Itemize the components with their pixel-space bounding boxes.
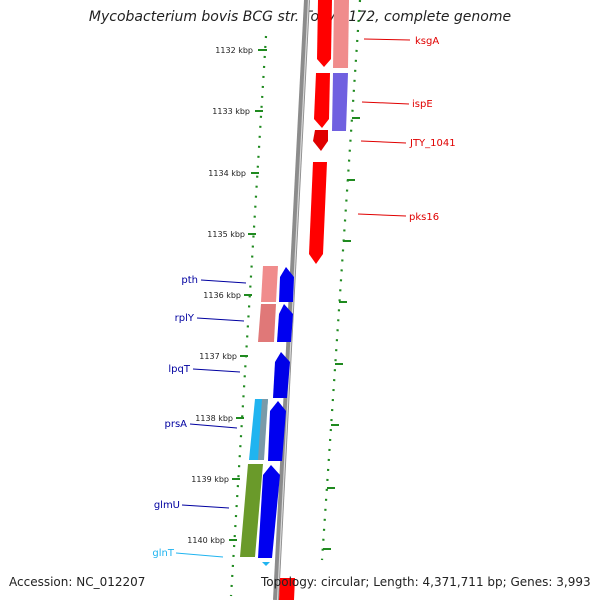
glnT-connector bbox=[175, 552, 224, 558]
gene-label-glnT[interactable]: glnT bbox=[152, 548, 174, 559]
gene-prsA-feature bbox=[258, 399, 268, 460]
gene-label-glmU[interactable]: glmU bbox=[154, 500, 180, 511]
prsA-connector bbox=[189, 423, 238, 429]
gene-label-pth[interactable]: pth bbox=[181, 275, 198, 286]
gene-glnT[interactable] bbox=[262, 562, 270, 566]
gene-lpqT[interactable] bbox=[273, 352, 290, 398]
gene-label-prsA[interactable]: prsA bbox=[164, 419, 187, 430]
scale-label: 1135 kbp bbox=[207, 230, 245, 239]
scale-label: 1137 kbp bbox=[199, 352, 237, 361]
inner-guide-line bbox=[320, 0, 362, 561]
gene-label-rplY[interactable]: rplY bbox=[175, 313, 195, 324]
scale-label: 1136 kbp bbox=[203, 291, 241, 300]
pks16-connector bbox=[357, 213, 407, 217]
gene-prsA[interactable] bbox=[268, 401, 286, 461]
map-title: Mycobacterium bovis BCG str. Tokyo 172, … bbox=[88, 9, 512, 25]
accession-text: Accession: NC_012207 bbox=[9, 575, 146, 589]
rplY-connector bbox=[196, 317, 245, 322]
gene-JTY_1041[interactable] bbox=[313, 130, 328, 151]
scale-label: 1132 kbp bbox=[215, 46, 253, 55]
gene-rplY-feature bbox=[258, 304, 276, 342]
scale-label: 1140 kbp bbox=[187, 536, 225, 545]
gene-glmU[interactable] bbox=[258, 465, 280, 558]
inner-ruler-ticks bbox=[323, 117, 360, 550]
gene-label-ksgA[interactable]: ksgA bbox=[415, 36, 439, 47]
gene-label-JTY_1041[interactable]: JTY_1041 bbox=[409, 138, 456, 149]
gene-rplY[interactable] bbox=[277, 304, 293, 342]
gene-ispE-feature bbox=[332, 73, 348, 131]
scale-label: 1134 kbp bbox=[208, 169, 246, 178]
gene-ksgA[interactable] bbox=[317, 0, 332, 67]
gene-label-lpqT[interactable]: lpqT bbox=[168, 364, 190, 375]
gene-ispE[interactable] bbox=[314, 73, 330, 128]
pth-connector bbox=[200, 279, 247, 284]
scale-label: 1133 kbp bbox=[212, 107, 250, 116]
ksgA-connector bbox=[363, 38, 411, 41]
gene-label-ispE[interactable]: ispE bbox=[412, 99, 433, 110]
ispE-connector bbox=[361, 101, 410, 105]
scale-ticks: 1132 kbp 1133 kbp 1134 kbp 1135 kbp 1136… bbox=[187, 46, 267, 545]
gene-glmU-feature bbox=[240, 464, 263, 557]
scale-label: 1138 kbp bbox=[195, 414, 233, 423]
scale-label: 1139 kbp bbox=[191, 475, 229, 484]
gene-ksgA-feature bbox=[333, 0, 349, 68]
genome-summary-text: Topology: circular; Length: 4,371,711 bp… bbox=[261, 575, 591, 589]
gene-pth-feature bbox=[261, 266, 278, 302]
gene-pks16[interactable] bbox=[309, 162, 327, 264]
outer-guide-line bbox=[229, 35, 268, 597]
glmU-connector bbox=[181, 504, 230, 509]
JTY_1041-connector bbox=[360, 140, 407, 144]
gene-label-pks16[interactable]: pks16 bbox=[409, 212, 439, 223]
lpqT-connector bbox=[192, 368, 241, 373]
gene-next-feature bbox=[279, 578, 295, 600]
gene-pth[interactable] bbox=[279, 267, 294, 302]
